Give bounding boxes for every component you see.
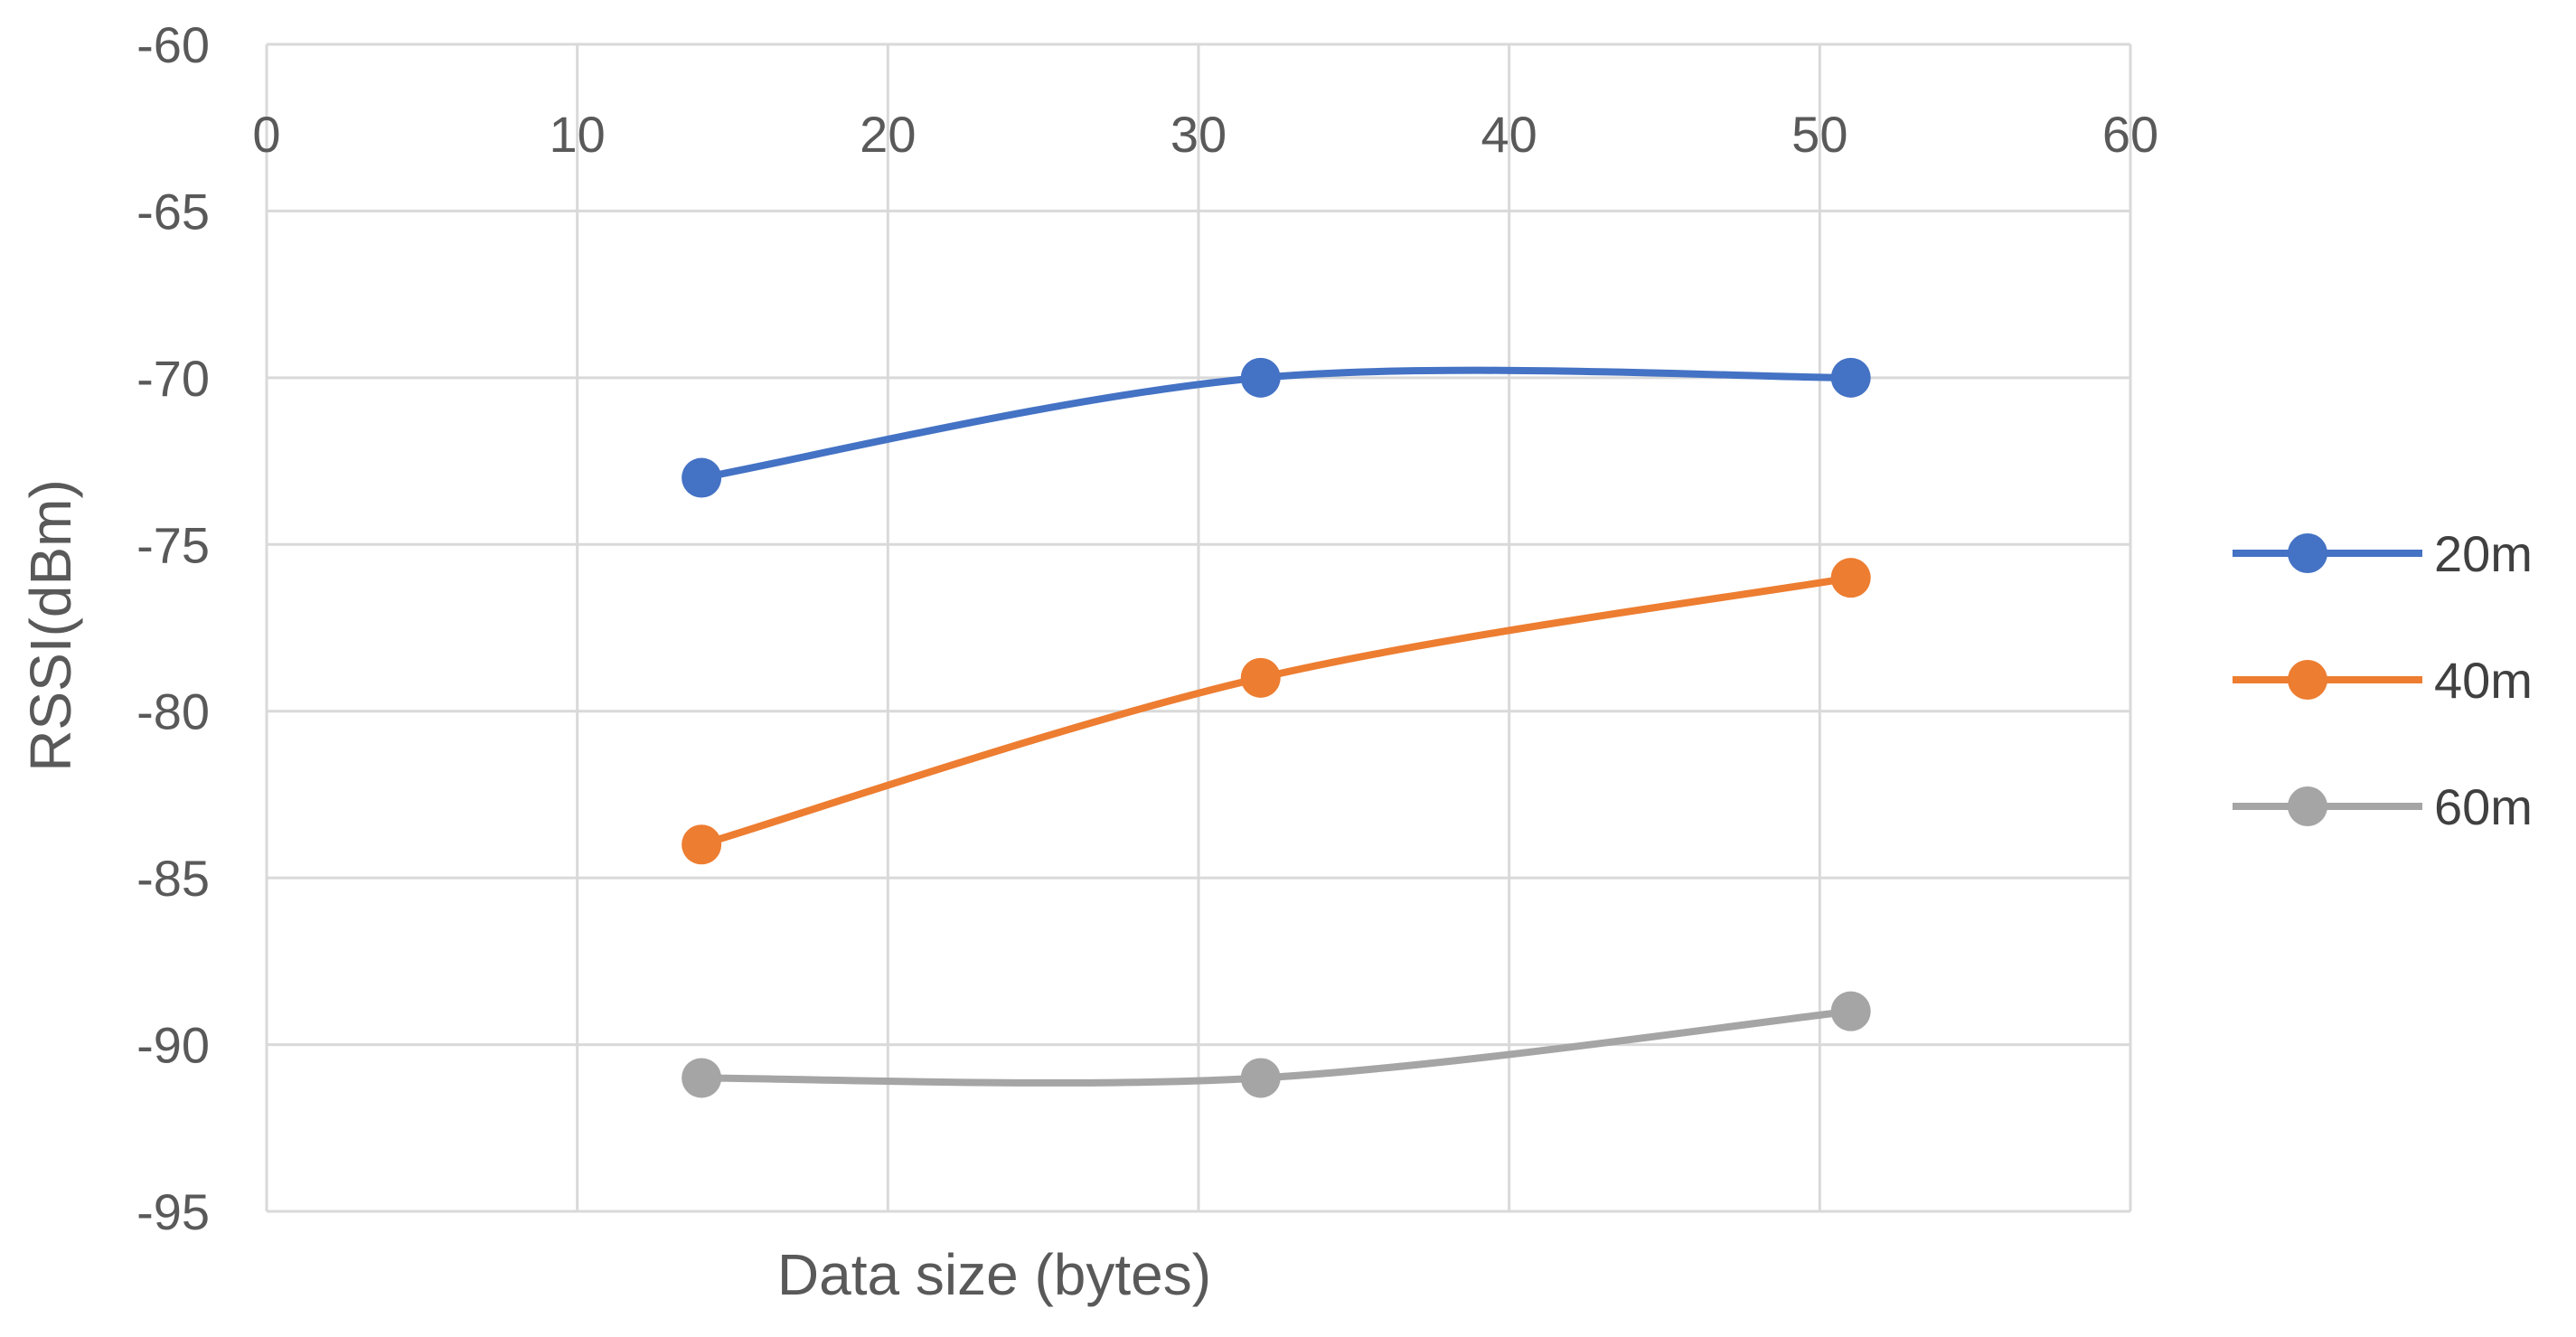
series-lines [698,366,1855,1087]
legend-label-40m: 40m [2434,652,2533,709]
x-tick-label: 0 [252,106,280,163]
x-tick-label: 20 [860,106,916,163]
legend-marker-40m [2288,660,2327,700]
x-tick-label: 10 [550,106,606,163]
data-point-20m [682,457,722,498]
data-point-60m [682,1058,722,1098]
gridlines [265,42,2132,1213]
x-tick-label: 60 [2102,106,2158,163]
y-tick-label: -90 [136,1017,210,1074]
data-point-60m [1830,991,1871,1031]
data-point-40m [1240,657,1281,698]
y-tick-label: -75 [136,516,210,573]
y-tick-label: -70 [136,350,210,407]
series-markers [682,357,1871,1098]
legend-marker-20m [2288,533,2327,573]
legend-label-60m: 60m [2434,778,2533,835]
x-tick-label: 40 [1481,106,1537,163]
legend-marker-60m [2288,786,2327,826]
data-point-20m [1240,357,1281,398]
x-tick-label: 50 [1791,106,1847,163]
x-axis-tick-labels: 0 10 20 30 40 50 60 [252,106,2158,163]
data-point-20m [1830,357,1871,398]
y-tick-label: -85 [136,850,210,907]
data-point-60m [1240,1058,1281,1098]
legend: 20m 40m 60m [2233,525,2533,835]
legend-label-20m: 20m [2434,525,2533,582]
y-tick-label: -60 [136,16,210,73]
y-axis-title: RSSI(dBm) [18,479,83,772]
y-tick-label: -80 [136,683,210,740]
y-axis-tick-labels: -60 -65 -70 -75 -80 -85 -90 -95 [136,16,210,1240]
y-tick-label: -65 [136,183,210,240]
x-axis-title: Data size (bytes) [777,1242,1211,1307]
x-tick-label: 30 [1170,106,1227,163]
data-point-40m [1830,558,1871,598]
y-tick-label: -95 [136,1183,210,1240]
data-point-40m [682,824,722,865]
